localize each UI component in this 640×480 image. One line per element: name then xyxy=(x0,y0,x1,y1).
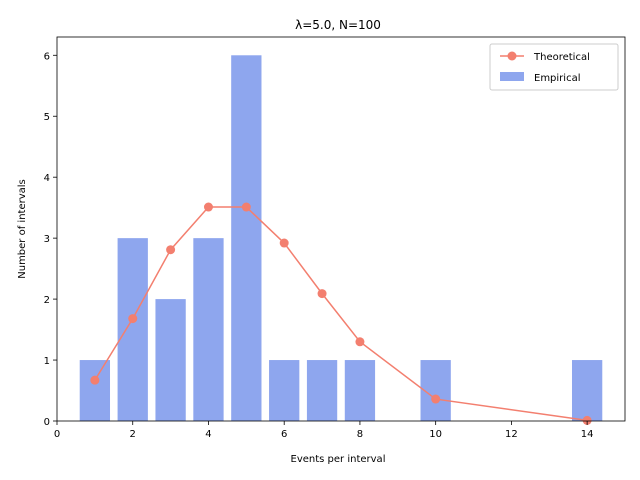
point-theoretical-2 xyxy=(128,314,138,324)
point-theoretical-3 xyxy=(166,245,176,255)
legend-bar-swatch xyxy=(500,72,524,81)
legend-label-theoretical: Theoretical xyxy=(533,52,590,63)
point-theoretical-10 xyxy=(431,394,441,404)
x-tick-label: 4 xyxy=(205,429,211,440)
point-theoretical-8 xyxy=(355,337,365,347)
chart-title: λ=5.0, N=100 xyxy=(295,18,381,32)
x-tick-label: 2 xyxy=(130,429,136,440)
y-axis-label: Number of intervals xyxy=(17,179,28,279)
point-theoretical-1 xyxy=(90,375,100,385)
bars-layer xyxy=(79,55,603,422)
y-tick-label: 5 xyxy=(44,112,50,123)
bar-empirical-7 xyxy=(306,360,338,421)
y-tick-label: 4 xyxy=(44,173,50,184)
x-tick-label: 8 xyxy=(357,429,363,440)
y-tick-label: 2 xyxy=(44,295,50,306)
legend: Theoretical Empirical xyxy=(489,43,619,91)
point-theoretical-5 xyxy=(241,202,251,212)
x-axis-label: Events per interval xyxy=(291,454,386,465)
y-axis: 0 1 2 3 4 5 6 xyxy=(44,51,57,428)
x-tick-label: 0 xyxy=(54,429,60,440)
x-tick-label: 6 xyxy=(281,429,287,440)
bar-empirical-6 xyxy=(269,360,300,421)
line-theoretical xyxy=(94,206,588,422)
bar-empirical-8 xyxy=(344,360,376,421)
y-tick-label: 6 xyxy=(44,51,50,62)
point-theoretical-4 xyxy=(203,202,213,212)
bar-empirical-2 xyxy=(117,238,148,421)
y-tick-label: 1 xyxy=(44,356,50,367)
bar-empirical-5 xyxy=(231,55,262,422)
bar-empirical-3 xyxy=(155,299,186,421)
bar-empirical-4 xyxy=(193,238,224,421)
x-axis: 0 2 4 6 8 10 12 14 xyxy=(54,421,594,440)
point-theoretical-6 xyxy=(279,238,289,248)
x-tick-label: 10 xyxy=(429,429,442,440)
point-theoretical-7 xyxy=(317,289,327,299)
legend-marker-swatch xyxy=(507,51,517,61)
x-tick-label: 14 xyxy=(581,429,594,440)
line-layer xyxy=(90,202,592,425)
bar-empirical-14 xyxy=(571,360,603,421)
legend-label-empirical: Empirical xyxy=(534,73,580,84)
x-tick-label: 12 xyxy=(505,429,518,440)
y-tick-label: 3 xyxy=(44,234,50,245)
point-theoretical-14 xyxy=(582,415,592,425)
plot-frame xyxy=(56,36,626,422)
bar-empirical-1 xyxy=(79,360,111,421)
y-tick-label: 0 xyxy=(44,417,50,428)
